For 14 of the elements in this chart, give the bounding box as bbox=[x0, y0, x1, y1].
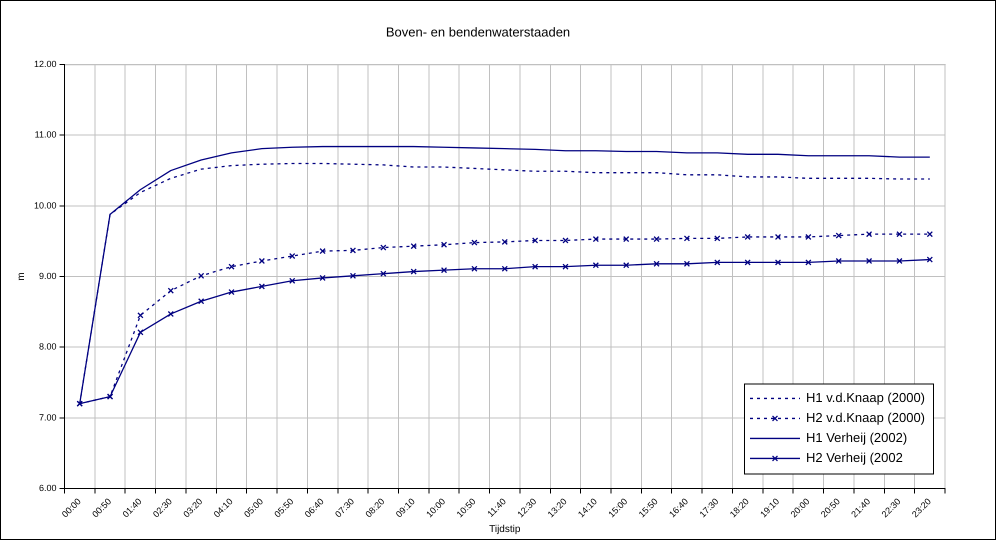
y-tick-label: 8.00 bbox=[38, 342, 57, 352]
x-axis-title: Tijdstip bbox=[489, 524, 521, 535]
y-tick-label: 11.00 bbox=[34, 130, 57, 140]
y-tick-label: 9.00 bbox=[38, 271, 57, 282]
chart-title: Boven- en bendenwaterstaaden bbox=[386, 24, 570, 40]
y-tick-label: 12.00 bbox=[34, 59, 57, 70]
legend-label: H2 Verheij (2002 bbox=[806, 450, 903, 466]
y-tick-label: 7.00 bbox=[38, 412, 57, 422]
legend-label: H2 v.d.Knaap (2000) bbox=[806, 410, 925, 426]
y-tick-label: 6.00 bbox=[38, 482, 57, 493]
y-axis-title: m bbox=[16, 272, 27, 281]
legend-label: H1 Verheij (2002) bbox=[806, 430, 908, 446]
y-tick-label: 10.00 bbox=[34, 200, 57, 210]
legend-label: H1 v.d.Knaap (2000) bbox=[806, 390, 925, 406]
